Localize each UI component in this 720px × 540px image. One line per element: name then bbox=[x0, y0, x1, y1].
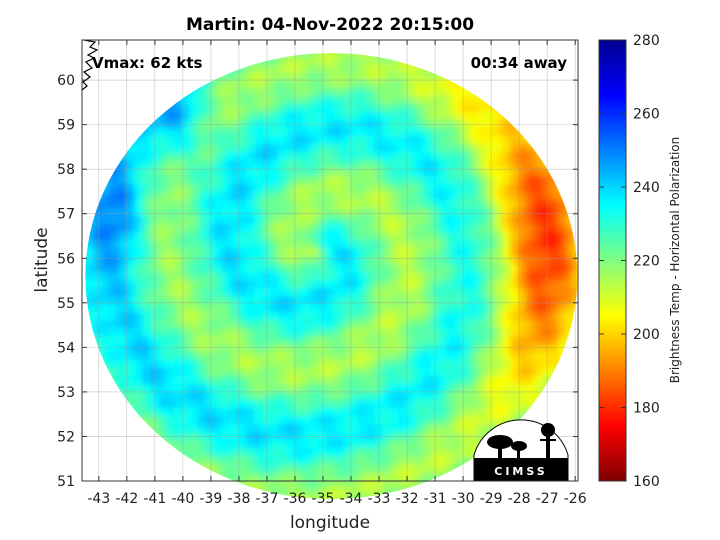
colorbar-tick-label: 180 bbox=[633, 401, 660, 417]
colorbar-tick-label: 160 bbox=[633, 474, 660, 490]
plot-frame bbox=[81, 39, 579, 482]
colorbar-tick-label: 260 bbox=[633, 107, 660, 123]
x-tick-label: -39 bbox=[199, 491, 222, 507]
x-tick-label: -36 bbox=[284, 491, 307, 507]
map-title: Martin: 04-Nov-2022 20:15:00 bbox=[186, 15, 474, 35]
y-tick-label: 60 bbox=[57, 73, 75, 89]
x-tick-label: -27 bbox=[536, 491, 559, 507]
y-tick-label: 53 bbox=[57, 385, 75, 401]
x-tick-label: -37 bbox=[256, 491, 279, 507]
vmax-label: Vmax: 62 kts bbox=[92, 54, 202, 72]
x-tick-label: -32 bbox=[396, 491, 419, 507]
x-tick-label: -28 bbox=[508, 491, 531, 507]
x-tick-label: -42 bbox=[115, 491, 138, 507]
y-axis-label: latitude bbox=[32, 227, 52, 292]
colorbar-tick-label: 240 bbox=[633, 180, 660, 196]
x-axis-label: longitude bbox=[290, 513, 370, 533]
axis-ticks: -43 -42 -41 -40 -39 -38 -37 -36 -35 -34 -33 -32 -31-… bbox=[57, 40, 587, 507]
x-tick-label: -35 bbox=[312, 491, 335, 507]
colorbar-tick-label: 200 bbox=[633, 327, 660, 343]
y-tick-label: 59 bbox=[57, 118, 75, 134]
y-tick-label: 55 bbox=[57, 296, 75, 312]
x-tick-label: -43 bbox=[87, 491, 110, 507]
x-tick-label: -31 bbox=[424, 491, 447, 507]
y-tick-label: 51 bbox=[57, 474, 75, 490]
logo-text: CIMSS bbox=[494, 465, 547, 478]
x-tick-label: -38 bbox=[227, 491, 250, 507]
x-tick-label: -26 bbox=[564, 491, 587, 507]
y-tick-label: 54 bbox=[57, 340, 75, 356]
y-tick-label: 56 bbox=[57, 251, 75, 267]
cimss-logo: CIMSS bbox=[473, 419, 569, 481]
x-tick-label: -34 bbox=[340, 491, 363, 507]
y-tick-label: 57 bbox=[57, 207, 75, 223]
coastline bbox=[81, 39, 99, 91]
y-tick-label: 52 bbox=[57, 429, 75, 445]
x-tick-label: -40 bbox=[171, 491, 194, 507]
x-tick-label: -33 bbox=[368, 491, 391, 507]
colorbar-label: Brightness Temp - Horizontal Polarizatio… bbox=[668, 137, 682, 384]
x-tick-label: -29 bbox=[480, 491, 503, 507]
colorbar-tick-label: 220 bbox=[633, 254, 660, 270]
colorbar-tick-label: 280 bbox=[633, 33, 660, 49]
time-away-label: 00:34 away bbox=[471, 54, 568, 72]
grid-lines bbox=[82, 40, 578, 481]
y-tick-label: 58 bbox=[57, 162, 75, 178]
colorbar-ticks: 160 180 200 220 240 260 280 bbox=[599, 33, 660, 490]
x-tick-label: -41 bbox=[143, 491, 166, 507]
x-tick-label: -30 bbox=[452, 491, 475, 507]
